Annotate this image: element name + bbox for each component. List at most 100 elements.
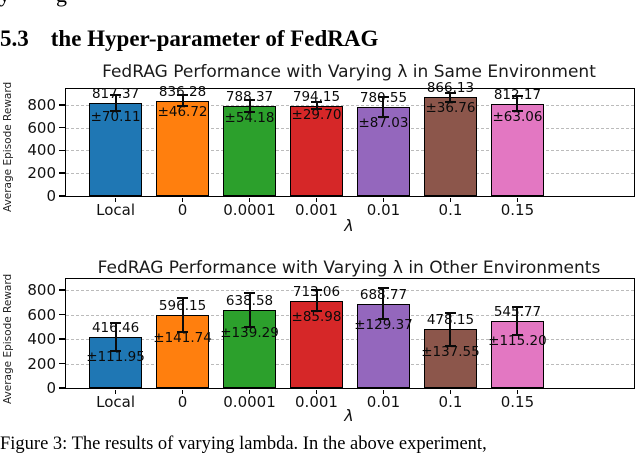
bar-error-label: ±70.11 xyxy=(90,108,141,125)
chart-title: FedRAG Performance with Varying λ in Oth… xyxy=(97,258,601,278)
bar xyxy=(356,107,411,196)
x-tick-label: 0 xyxy=(177,201,188,219)
error-bar-cap-bottom xyxy=(311,310,322,313)
x-tick-label: 0.1 xyxy=(438,393,463,411)
x-axis-label: λ xyxy=(344,406,354,425)
error-bar-cap-top xyxy=(511,306,523,309)
y-tick-label: 800 xyxy=(27,95,56,114)
section-number: 5.3 xyxy=(0,26,29,51)
error-bar xyxy=(181,95,184,107)
cropped-glyph: g xyxy=(56,0,67,8)
error-bar-cap-bottom xyxy=(244,111,256,114)
error-bar xyxy=(382,97,385,118)
x-tick-label: 0.01 xyxy=(366,201,401,219)
bar xyxy=(423,97,478,196)
bar-error-label: ±141.74 xyxy=(153,330,212,347)
y-tick-label: 0 xyxy=(46,379,56,397)
x-tick-mark xyxy=(315,197,318,202)
x-tick-mark xyxy=(315,389,318,394)
y-tick-label: 200 xyxy=(27,354,56,373)
x-tick-mark xyxy=(382,197,385,202)
y-tick-mark xyxy=(59,195,65,197)
section-heading: 5.3 the Hyper-parameter of FedRAG xyxy=(0,26,640,52)
bar-error-label: ±139.29 xyxy=(220,324,279,341)
error-bar-cap-top xyxy=(377,96,389,99)
gridline xyxy=(66,290,634,292)
y-tick-label: 0 xyxy=(46,187,56,205)
bar-error-label: ±63.06 xyxy=(492,108,543,125)
x-tick-mark xyxy=(449,389,452,394)
error-bar-cap-bottom xyxy=(177,331,189,334)
bar-error-label: ±137.55 xyxy=(421,344,480,361)
bar-error-label: ±85.98 xyxy=(291,309,342,326)
error-bar xyxy=(114,323,117,351)
y-tick-label: 600 xyxy=(27,118,56,137)
x-tick-mark xyxy=(248,389,251,394)
bar-error-label: ±115.20 xyxy=(488,333,547,350)
y-tick-mark xyxy=(59,387,65,389)
error-bar xyxy=(181,297,184,333)
x-tick-mark xyxy=(248,197,251,202)
bar-chart-other-environments: FedRAG Performance with Varying λ in Oth… xyxy=(0,254,640,430)
error-bar-cap-bottom xyxy=(110,349,122,352)
error-bar-cap-bottom xyxy=(511,109,523,112)
gridline xyxy=(66,150,634,152)
cropped-text-line: yg xyxy=(0,0,640,9)
x-axis-label: λ xyxy=(344,216,354,235)
y-tick-mark xyxy=(59,338,65,340)
bar-error-label: ±29.70 xyxy=(291,106,342,123)
error-bar-cap-top xyxy=(177,296,189,299)
section-title: the Hyper-parameter of FedRAG xyxy=(50,26,379,51)
gridline xyxy=(66,173,634,175)
error-bar-cap-top xyxy=(311,101,322,104)
x-tick-label: 0.15 xyxy=(500,201,535,219)
error-bar-cap-top xyxy=(444,92,456,95)
error-bar xyxy=(382,287,385,320)
error-bar xyxy=(516,96,519,111)
x-tick-mark xyxy=(449,197,452,202)
error-bar xyxy=(315,290,318,312)
error-bar xyxy=(248,100,251,113)
error-bar-cap-bottom xyxy=(377,116,389,119)
y-tick-label: 600 xyxy=(27,305,56,324)
x-tick-mark xyxy=(516,197,519,202)
gridline xyxy=(66,363,634,365)
error-bar-cap-bottom xyxy=(311,107,322,110)
error-bar xyxy=(516,307,519,336)
error-bar-cap-top xyxy=(110,93,122,96)
error-bar xyxy=(449,312,452,347)
y-tick-mark xyxy=(59,289,65,291)
x-tick-label: 0.001 xyxy=(295,393,338,411)
y-tick-mark xyxy=(59,104,65,106)
bar-error-label: ±129.37 xyxy=(354,317,413,334)
bar-value-label: 866.13 xyxy=(426,80,475,97)
error-bar-cap-bottom xyxy=(244,325,256,328)
x-tick-mark xyxy=(114,197,117,202)
bar-value-label: 836.28 xyxy=(158,83,207,100)
y-tick-label: 200 xyxy=(27,164,56,183)
x-tick-label: Local xyxy=(96,201,135,219)
x-tick-label: 0.15 xyxy=(500,393,535,411)
y-tick-mark xyxy=(59,313,65,316)
bar xyxy=(289,105,344,196)
y-tick-mark xyxy=(59,362,65,365)
chart-title: FedRAG Performance with Varying λ in Sam… xyxy=(102,62,596,82)
bar-value-label: 812.17 xyxy=(472,87,562,103)
error-bar-cap-bottom xyxy=(444,100,456,103)
error-bar-cap-top xyxy=(444,311,456,314)
y-tick-label: 400 xyxy=(27,141,56,160)
x-tick-label: 0.01 xyxy=(366,393,401,411)
error-bar-cap-top xyxy=(244,99,256,102)
error-bar xyxy=(315,102,318,109)
bar xyxy=(222,106,277,196)
x-tick-label: 0.0001 xyxy=(223,201,276,219)
error-bar-cap-bottom xyxy=(177,105,189,108)
figure-caption: Figure 3: The results of varying lambda.… xyxy=(0,434,487,454)
error-bar-cap-top xyxy=(177,94,189,97)
error-bar-cap-bottom xyxy=(444,345,456,348)
error-bar-cap-bottom xyxy=(377,318,389,321)
error-bar-cap-top xyxy=(110,322,122,325)
y-tick-label: 400 xyxy=(27,330,56,348)
gridline xyxy=(66,314,634,316)
